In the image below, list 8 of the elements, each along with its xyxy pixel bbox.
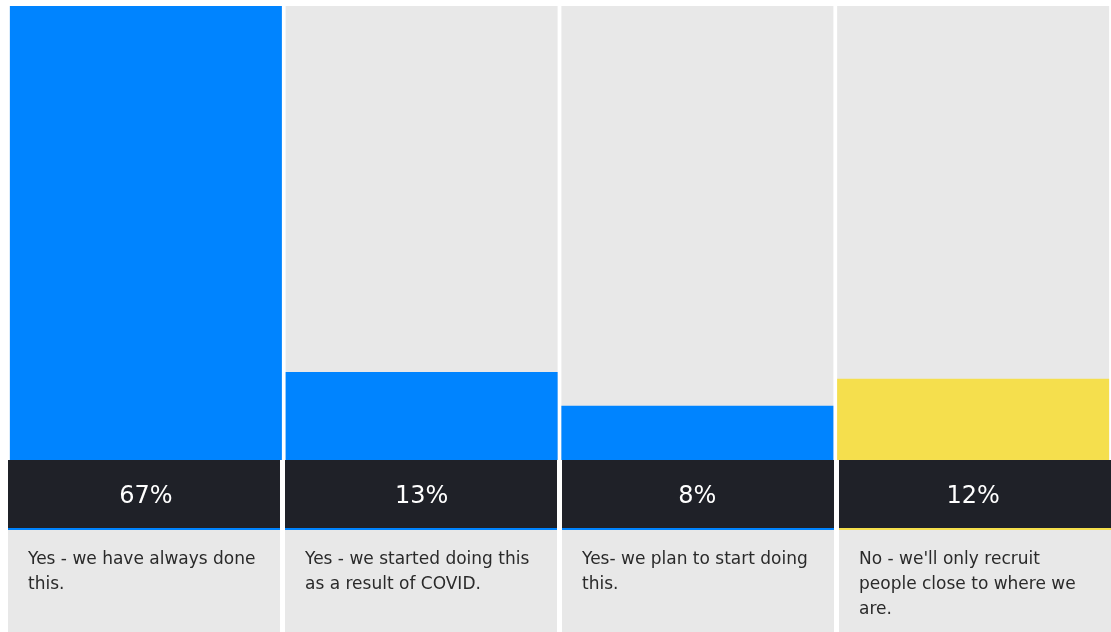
data-label: 13%	[394, 481, 449, 509]
data-label: 12%	[946, 481, 1000, 509]
x-tick-label: No - we'll only recruit people close to where we are.	[839, 530, 1111, 632]
data-label: 67%	[119, 481, 173, 509]
x-tick-label: Yes - we have always done this.	[8, 530, 280, 632]
x-tick-label: Yes- we plan to start doing this.	[562, 530, 834, 632]
x-tick-label: Yes - we started doing this as a result of COVID.	[285, 530, 557, 632]
data-label: 8%	[678, 481, 717, 509]
